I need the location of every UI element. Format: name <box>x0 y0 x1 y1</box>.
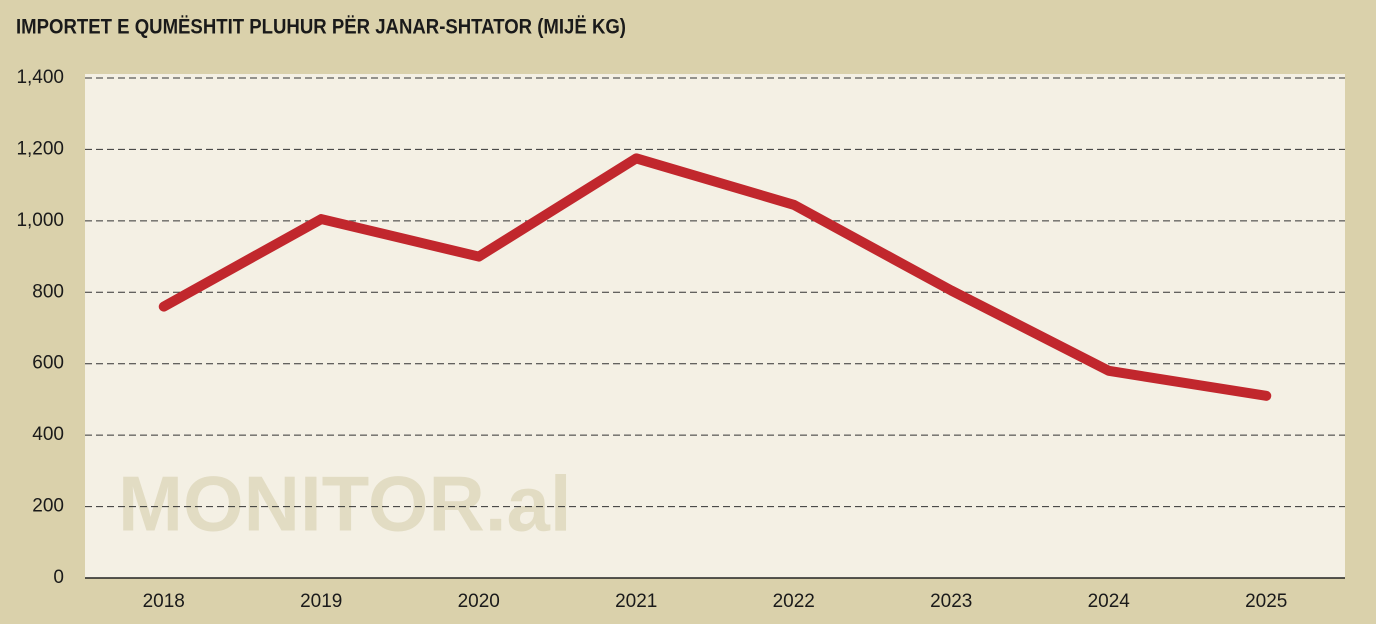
y-tick-label: 600 <box>32 353 64 374</box>
x-tick-label: 2018 <box>143 591 185 612</box>
x-tick-label: 2024 <box>1088 591 1131 612</box>
x-tick-label: 2020 <box>458 591 500 612</box>
y-tick-label: 400 <box>32 424 64 445</box>
x-tick-label: 2021 <box>615 591 657 612</box>
y-tick-label: 0 <box>53 567 64 588</box>
y-tick-label: 200 <box>32 496 64 517</box>
y-tick-label: 1,000 <box>16 210 64 231</box>
y-tick-label: 1,400 <box>16 67 64 88</box>
data-line <box>158 153 1272 401</box>
y-tick-label: 800 <box>32 281 64 302</box>
y-tick-label: 1,200 <box>16 138 64 159</box>
x-tick-label: 2025 <box>1245 591 1287 612</box>
x-tick-label: 2023 <box>930 591 972 612</box>
x-tick-label: 2022 <box>773 591 815 612</box>
plot-area <box>85 74 1345 578</box>
watermark: MONITOR.al <box>118 460 572 548</box>
chart-title: IMPORTET E QUMËSHTIT PLUHUR PËR JANAR-SH… <box>16 16 626 39</box>
x-tick-label: 2019 <box>300 591 342 612</box>
